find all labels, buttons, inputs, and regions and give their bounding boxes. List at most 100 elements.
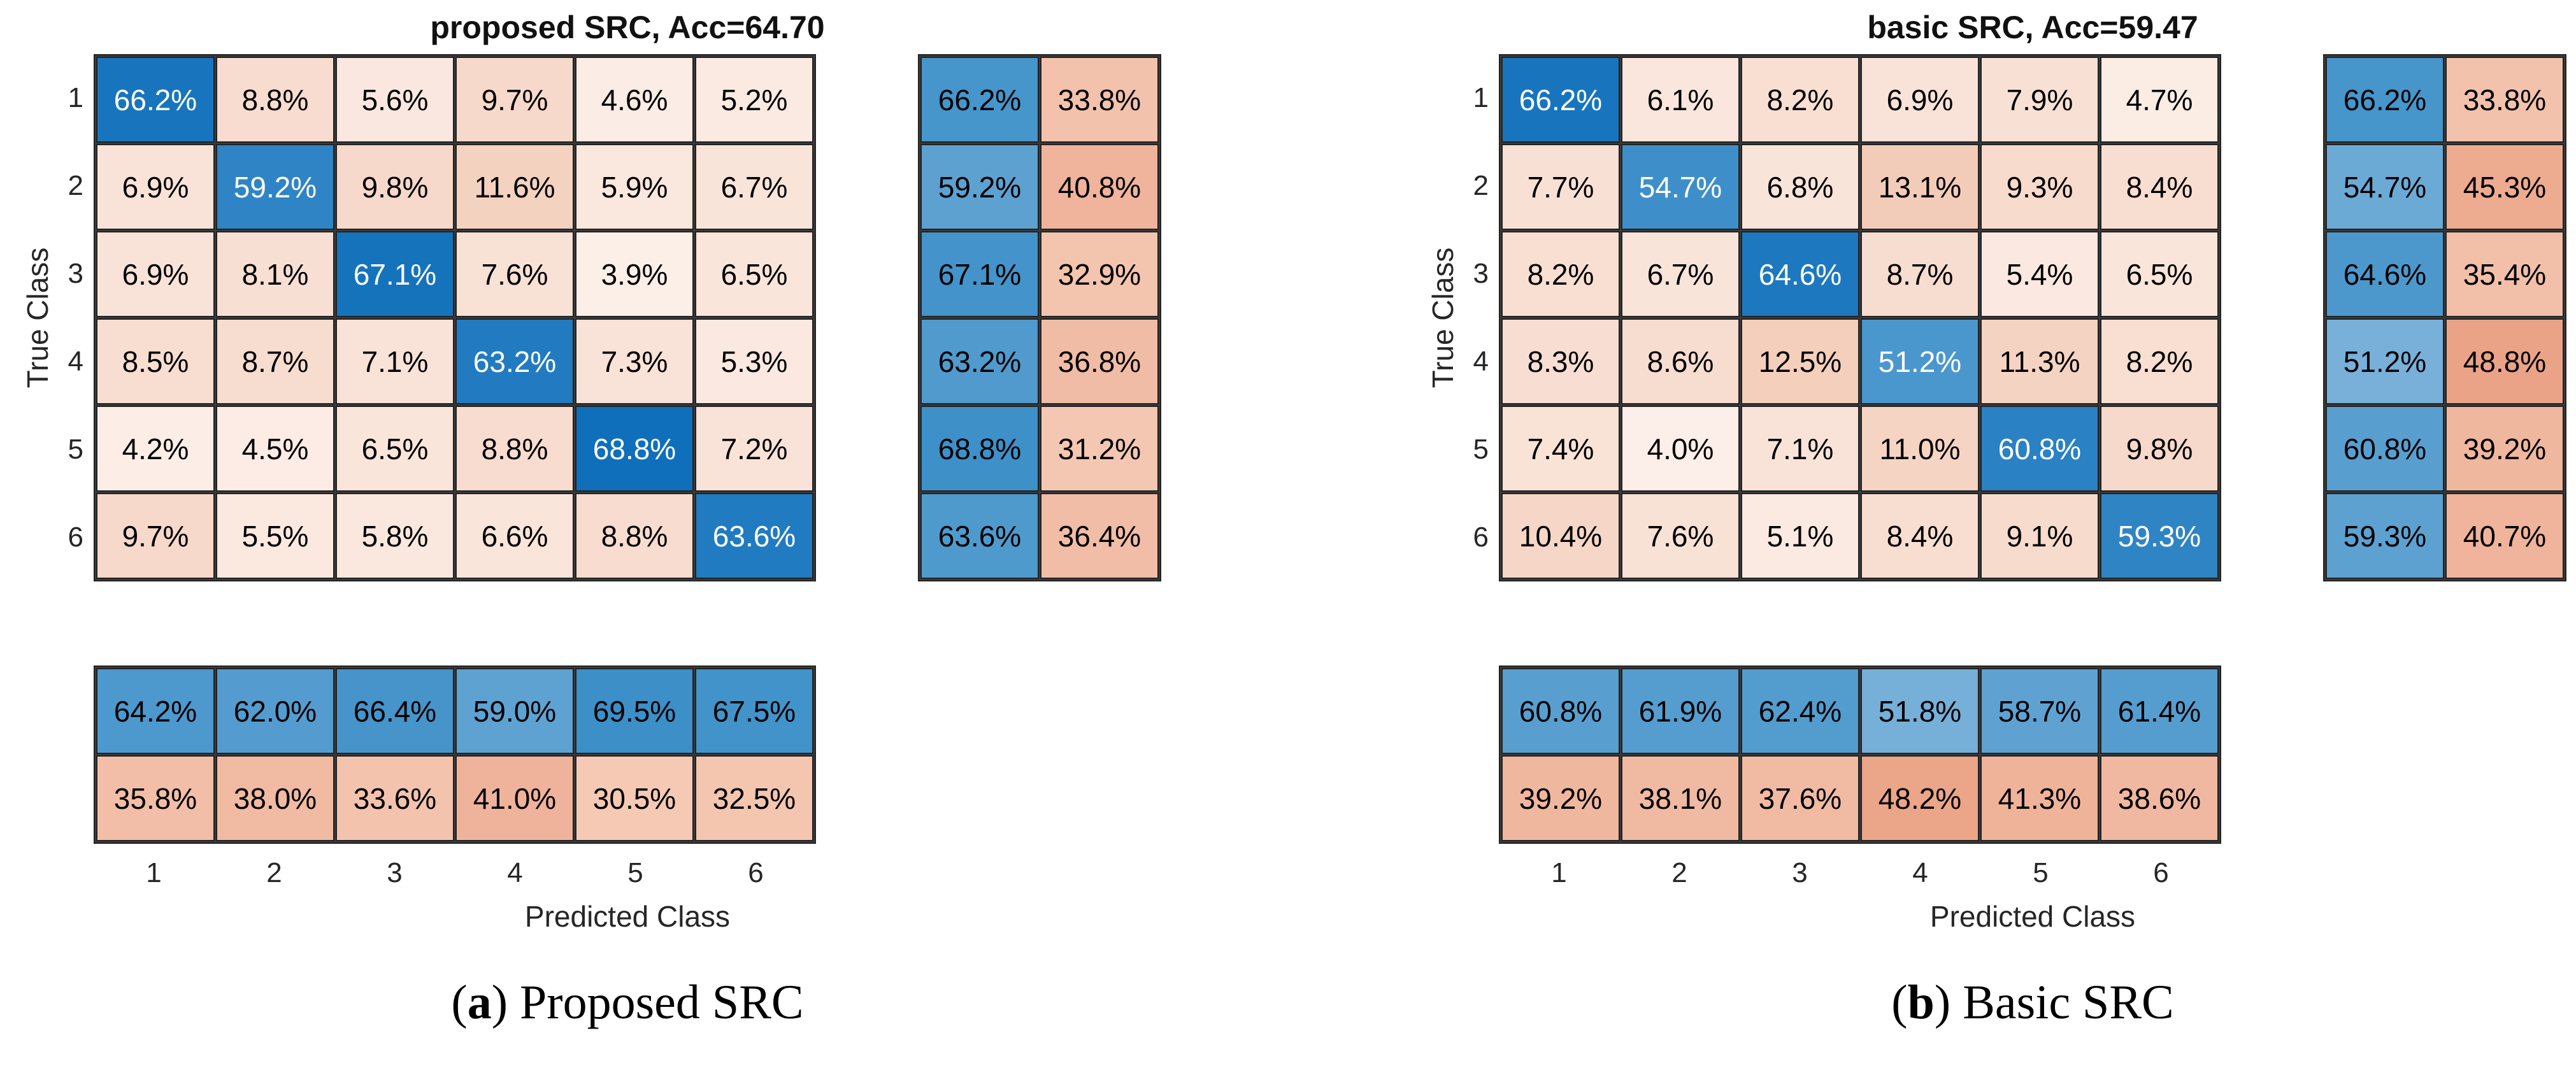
- matrix-cell: 54.7%: [1621, 144, 1740, 230]
- matrix-cell: 8.6%: [1621, 318, 1740, 404]
- matrix-cell: 59.2%: [216, 144, 334, 230]
- row-summary-table: 66.2% 33.8% 54.7% 45.3% 64.6% 35.4% 51.2% 48.8%…: [2323, 54, 2566, 581]
- tick-label: 5: [1473, 434, 1489, 465]
- tick-label: 3: [387, 857, 403, 888]
- row-summary-cell: 54.7%: [2326, 144, 2444, 230]
- matrix-cell: 8.8%: [455, 406, 574, 492]
- matrix-cell: 67.1%: [336, 231, 454, 317]
- matrix-cell: 4.0%: [1621, 406, 1740, 492]
- col-summary-cell: 61.4%: [2100, 668, 2219, 754]
- confusion-matrix: 66.2% 6.1% 8.2% 6.9% 7.9% 4.7% 7.7% 54.7% 6.8% 13…: [1499, 54, 2221, 581]
- matrix-cell: 5.8%: [336, 493, 454, 579]
- panel-proposed-src: proposed SRC, Acc=64.70 True Class 1 2 3 4 5…: [21, 0, 1161, 1030]
- row-summary-cell: 33.8%: [1040, 57, 1159, 143]
- tick-label: 3: [68, 258, 83, 289]
- tick-label: 4: [1473, 346, 1489, 377]
- caption-text: Basic SRC: [1963, 976, 2174, 1029]
- col-summary-cell: 39.2%: [1501, 755, 1620, 841]
- row-summary-cell: 45.3%: [2445, 144, 2564, 230]
- matrix-cell: 8.8%: [575, 493, 694, 579]
- matrix-cell: 6.5%: [695, 231, 813, 317]
- tick-label: 6: [2153, 857, 2169, 888]
- row-summary-cell: 51.2%: [2326, 318, 2444, 404]
- x-axis-label: Predicted Class: [1929, 900, 2136, 933]
- matrix-cell: 68.8%: [575, 406, 694, 492]
- matrix-cell: 6.5%: [2100, 231, 2219, 317]
- x-tick-labels: 1 2 3 4 5 6: [1499, 844, 2221, 891]
- tick-label: 2: [1473, 170, 1489, 201]
- matrix-cell: 6.7%: [695, 144, 813, 230]
- matrix-cell: 4.2%: [96, 406, 215, 492]
- col-summary-cell: 48.2%: [1861, 755, 1979, 841]
- matrix-cell: 4.5%: [216, 406, 334, 492]
- tick-label: 4: [1912, 857, 1928, 888]
- matrix-cell: 11.0%: [1861, 406, 1979, 492]
- row-summary-cell: 64.6%: [2326, 231, 2444, 317]
- tick-label: 1: [68, 82, 83, 113]
- tick-label: 6: [68, 522, 83, 553]
- tick-label: 5: [2033, 857, 2049, 888]
- matrix-cell: 8.8%: [216, 57, 334, 143]
- col-summary-cell: 35.8%: [96, 755, 215, 841]
- row-summary-cell: 36.8%: [1040, 318, 1159, 404]
- y-axis-gutter: True Class 1 2 3 4 5 6: [21, 54, 94, 581]
- matrix-cell: 12.5%: [1741, 318, 1859, 404]
- col-summary-cell: 69.5%: [575, 668, 694, 754]
- matrix-cell: 63.2%: [455, 318, 574, 404]
- chart-title: basic SRC, Acc=59.47: [1867, 9, 2198, 45]
- row-summary-table: 66.2% 33.8% 59.2% 40.8% 67.1% 32.9% 63.2% 36.8%…: [918, 54, 1161, 581]
- row-summary-cell: 35.4%: [2445, 231, 2564, 317]
- matrix-cell: 8.2%: [1741, 57, 1859, 143]
- matrix-cell: 6.9%: [1861, 57, 1979, 143]
- matrix-cell: 6.1%: [1621, 57, 1740, 143]
- matrix-cell: 63.6%: [695, 493, 813, 579]
- col-summary-cell: 67.5%: [695, 668, 813, 754]
- matrix-cell: 8.4%: [1861, 493, 1979, 579]
- col-summary-cell: 37.6%: [1741, 755, 1859, 841]
- matrix-cell: 6.9%: [96, 231, 215, 317]
- confusion-matrix: 66.2% 8.8% 5.6% 9.7% 4.6% 5.2% 6.9% 59.2% 9.8% 11…: [94, 54, 816, 581]
- matrix-cell: 6.6%: [455, 493, 574, 579]
- matrix-cell: 8.2%: [2100, 318, 2219, 404]
- matrix-cell: 11.6%: [455, 144, 574, 230]
- col-summary-cell: 38.0%: [216, 755, 334, 841]
- row-summary-cell: 60.8%: [2326, 406, 2444, 492]
- matrix-cell: 4.7%: [2100, 57, 2219, 143]
- matrix-cell: 3.9%: [575, 231, 694, 317]
- matrix-cell: 8.2%: [1501, 231, 1620, 317]
- matrix-cell: 8.5%: [96, 318, 215, 404]
- col-summary-cell: 62.0%: [216, 668, 334, 754]
- col-summary-cell: 41.3%: [1980, 755, 2099, 841]
- matrix-cell: 7.6%: [1621, 493, 1740, 579]
- matrix-cell: 11.3%: [1980, 318, 2099, 404]
- matrix-cell: 66.2%: [1501, 57, 1620, 143]
- matrix-cell: 7.2%: [695, 406, 813, 492]
- tick-label: 2: [266, 857, 282, 888]
- col-summary-cell: 60.8%: [1501, 668, 1620, 754]
- panel-basic-src: basic SRC, Acc=59.47 True Class 1 2 3 4 5 6 6…: [1426, 0, 2566, 1030]
- matrix-cell: 5.4%: [1980, 231, 2099, 317]
- row-summary-cell: 33.8%: [2445, 57, 2564, 143]
- row-summary-cell: 48.8%: [2445, 318, 2564, 404]
- matrix-cell: 7.4%: [1501, 406, 1620, 492]
- y-tick-labels: 1 2 3 4 5 6: [1473, 54, 1489, 581]
- matrix-cell: 8.1%: [216, 231, 334, 317]
- matrix-cell: 9.3%: [1980, 144, 2099, 230]
- panel-caption: (b) Basic SRC: [1891, 976, 2174, 1029]
- matrix-cell: 7.6%: [455, 231, 574, 317]
- tick-label: 2: [68, 170, 83, 201]
- col-summary-cell: 38.6%: [2100, 755, 2219, 841]
- col-summary-cell: 41.0%: [455, 755, 574, 841]
- matrix-cell: 10.4%: [1501, 493, 1620, 579]
- panel-caption: (a) Proposed SRC: [451, 976, 804, 1029]
- column-summary-table: 64.2% 62.0% 66.4% 59.0% 69.5% 67.5% 35.8% 38.0%…: [94, 666, 816, 844]
- matrix-cell: 8.4%: [2100, 144, 2219, 230]
- y-tick-labels: 1 2 3 4 5 6: [68, 54, 83, 581]
- matrix-cell: 7.3%: [575, 318, 694, 404]
- x-axis-label: Predicted Class: [524, 900, 731, 933]
- chart-title: proposed SRC, Acc=64.70: [430, 9, 825, 45]
- row-summary-cell: 59.2%: [920, 144, 1039, 230]
- matrix-cell: 5.2%: [695, 57, 813, 143]
- row-summary-cell: 63.6%: [920, 493, 1039, 579]
- matrix-cell: 5.5%: [216, 493, 334, 579]
